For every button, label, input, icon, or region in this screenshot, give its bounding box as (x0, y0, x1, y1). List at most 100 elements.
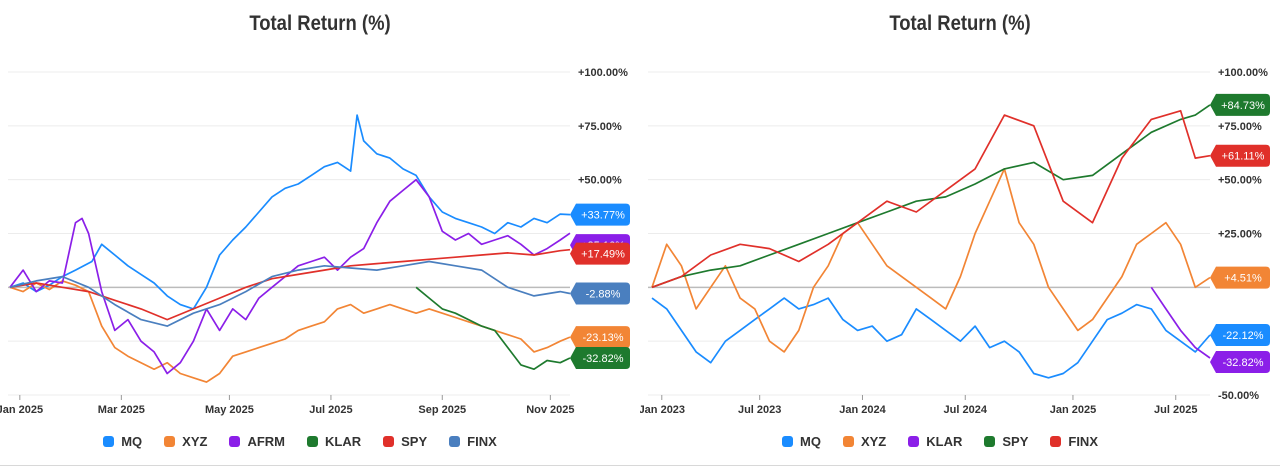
end-label-box (570, 282, 630, 305)
legend-item-mq[interactable]: MQ (103, 434, 142, 449)
end-label-finx: +61.11% (1210, 144, 1270, 167)
end-label-spy: +84.73% (1210, 93, 1270, 116)
end-label-text: -32.82% (1223, 357, 1264, 369)
legend-swatch (1050, 436, 1062, 447)
legend-label: MQ (800, 434, 821, 449)
y-tick-label: -50.00% (1218, 390, 1259, 402)
legend-label: XYZ (860, 434, 887, 449)
legend-item-xyz[interactable]: XYZ (842, 434, 887, 449)
end-label-text: -22.12% (1223, 330, 1264, 342)
end-label-box (570, 203, 630, 226)
end-label-finx: -2.88% (570, 282, 630, 305)
end-label-text: -23.13% (583, 332, 624, 344)
legend-item-afrm[interactable]: AFRM (229, 434, 285, 449)
y-tick-label: +100.00% (578, 67, 628, 79)
legend-item-klar[interactable]: KLAR (908, 434, 962, 449)
legend-swatch (307, 436, 319, 447)
legend-label: FINX (1068, 434, 1098, 449)
x-tick-label: Sep 2025 (418, 404, 466, 416)
legend-swatch (164, 436, 176, 447)
legend-label: KLAR (325, 434, 362, 449)
x-tick-label: Jul 2023 (738, 404, 781, 416)
legend-item-spy[interactable]: SPY (984, 434, 1028, 449)
x-tick-label: Nov 2025 (526, 404, 574, 416)
legend-label: FINX (467, 434, 497, 449)
x-tick-label: Jan 2023 (640, 404, 685, 416)
series-line-finx (9, 260, 571, 327)
legend-right: MQ XYZ KLAR SPY FINX (640, 434, 1240, 449)
end-label-mq: -22.12% (1210, 323, 1270, 346)
x-tick-label: Jul 2024 (944, 404, 988, 416)
series-line-spy (9, 248, 571, 321)
legend-item-finx[interactable]: FINX (1050, 434, 1098, 449)
y-tick-label: +100.00% (1218, 67, 1268, 79)
end-label-text: +61.11% (1222, 151, 1265, 163)
legend-label: AFRM (247, 434, 286, 449)
legend-swatch (229, 436, 241, 447)
chart-left: Total Return (%) +100.00% +75.00% +50.00% J… (0, 12, 630, 449)
end-label-box (570, 242, 630, 265)
legend-label: MQ (121, 434, 143, 449)
x-tick-label: Mar 2025 (98, 404, 145, 416)
y-tick-label: +25.00% (1218, 229, 1262, 241)
series-line-mq (651, 297, 1211, 379)
legend-item-spy[interactable]: SPY (383, 434, 427, 449)
series-line-klar (415, 286, 571, 371)
x-tick-label: Jan 2025 (0, 404, 43, 416)
x-tick-label: May 2025 (205, 404, 254, 416)
end-label-text: +4.51% (1224, 273, 1262, 285)
chart-title: Total Return (%) (249, 12, 391, 35)
legend-swatch (842, 436, 854, 447)
end-label-box (1210, 93, 1270, 116)
legend-label: SPY (401, 434, 428, 449)
end-label-xyz: +4.51% (1210, 266, 1270, 289)
end-label-xyz: -23.13% (570, 326, 630, 349)
series-line-xyz (651, 168, 1211, 353)
series-line-klar (1150, 286, 1211, 359)
end-label-box (570, 326, 630, 349)
end-label-spy: +17.49% (570, 242, 630, 265)
y-tick-label: +50.00% (578, 175, 622, 187)
end-label-mq: +33.77% (570, 203, 630, 226)
legend-item-mq[interactable]: MQ (782, 434, 821, 449)
end-label-box (1210, 351, 1270, 374)
legend-swatch (782, 436, 793, 447)
legend-swatch (383, 436, 395, 447)
series-line-xyz (9, 280, 571, 383)
series-line-finx (651, 109, 1211, 289)
chart-title: Total Return (%) (889, 12, 1031, 35)
legend-item-klar[interactable]: KLAR (307, 434, 361, 449)
end-label-box (1210, 266, 1270, 289)
y-tick-label: +75.00% (1218, 121, 1262, 133)
end-label-box (570, 347, 630, 370)
legend-label: SPY (1002, 434, 1029, 449)
end-label-text: +17.49% (581, 249, 625, 261)
legend-swatch (449, 436, 461, 447)
x-tick-label: Jul 2025 (1154, 404, 1197, 416)
end-label-text: -32.82% (583, 353, 624, 365)
end-label-klar: -32.82% (570, 347, 630, 370)
legend-item-finx[interactable]: FINX (449, 434, 497, 449)
legend-swatch (103, 436, 115, 447)
series-line-spy (651, 104, 1211, 289)
end-label-box (1210, 323, 1270, 346)
end-label-text: -2.88% (586, 289, 621, 301)
legend-label: KLAR (926, 434, 963, 449)
plot-area-left: +100.00% +75.00% +50.00% Jan 2025 Mar 2025 Ma… (0, 67, 630, 416)
y-tick-label: +50.00% (1218, 175, 1262, 187)
legend-item-xyz[interactable]: XYZ (164, 434, 207, 449)
legend-swatch (984, 436, 996, 447)
x-tick-label: Jul 2025 (309, 404, 352, 416)
end-label-box (1210, 144, 1270, 167)
end-label-text: +84.73% (1221, 100, 1265, 112)
legend-label: XYZ (182, 434, 208, 449)
plot-area-right: +100.00% +75.00% +50.00% +25.00% -50.00% Jan … (640, 67, 1270, 416)
chart-right: Total Return (%) +100.00% +75.00% +50.00% +… (640, 0, 1280, 467)
x-tick-label: Jan 2025 (1050, 404, 1096, 416)
legend-left: MQ XYZ AFRM KLAR SPY FINX (0, 434, 600, 449)
end-label-klar: -32.82% (1210, 351, 1270, 374)
end-label-text: +33.77% (581, 210, 625, 222)
bottom-divider (0, 465, 1280, 466)
legend-swatch (908, 436, 920, 447)
x-tick-label: Jan 2024 (839, 404, 886, 416)
